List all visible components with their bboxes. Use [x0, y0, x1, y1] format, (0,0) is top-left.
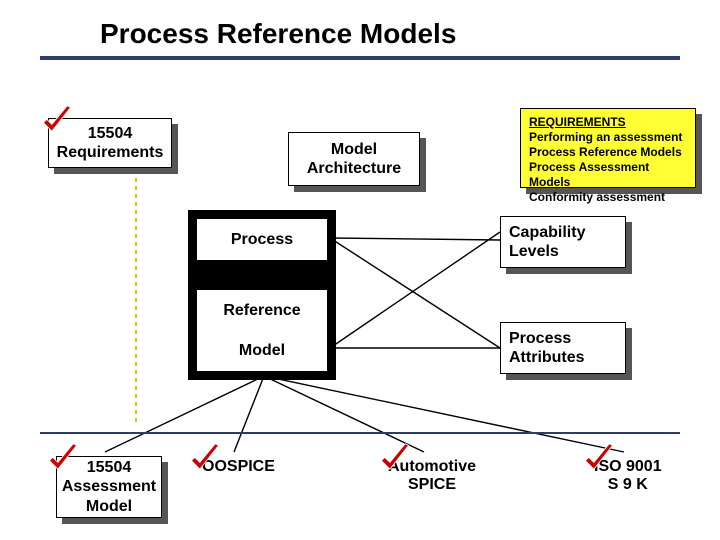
box-requirements: REQUIREMENTSPerforming an assessmentProc… [520, 108, 696, 188]
bottom-label-2: Automotive SPICE [388, 458, 476, 494]
page-title: Process Reference Models [100, 18, 680, 50]
bottom-label-3: ISO 9001 S 9 K [594, 458, 662, 494]
box-attributes: Process Attributes [500, 322, 626, 374]
box-processBot: Model [196, 330, 328, 372]
requirements-header: REQUIREMENTS [529, 115, 687, 130]
requirements-line: Process Reference Models [529, 145, 687, 160]
requirements-line: Conformity assessment [529, 190, 687, 205]
box-req15504: 15504 Requirements [48, 118, 172, 168]
box-processTop: Process [196, 218, 328, 260]
bottom-rule [40, 432, 680, 434]
bottom-box-0: 15504 Assessment Model [56, 456, 162, 518]
requirements-line: Process Assessment Models [529, 160, 687, 190]
box-processMid: Reference [196, 290, 328, 332]
bottom-label-1: OOSPICE [202, 458, 275, 476]
box-capability: Capability Levels [500, 216, 626, 268]
requirements-line: Performing an assessment [529, 130, 687, 145]
box-modelArch: Model Architecture [288, 132, 420, 186]
title-rule [40, 56, 680, 60]
